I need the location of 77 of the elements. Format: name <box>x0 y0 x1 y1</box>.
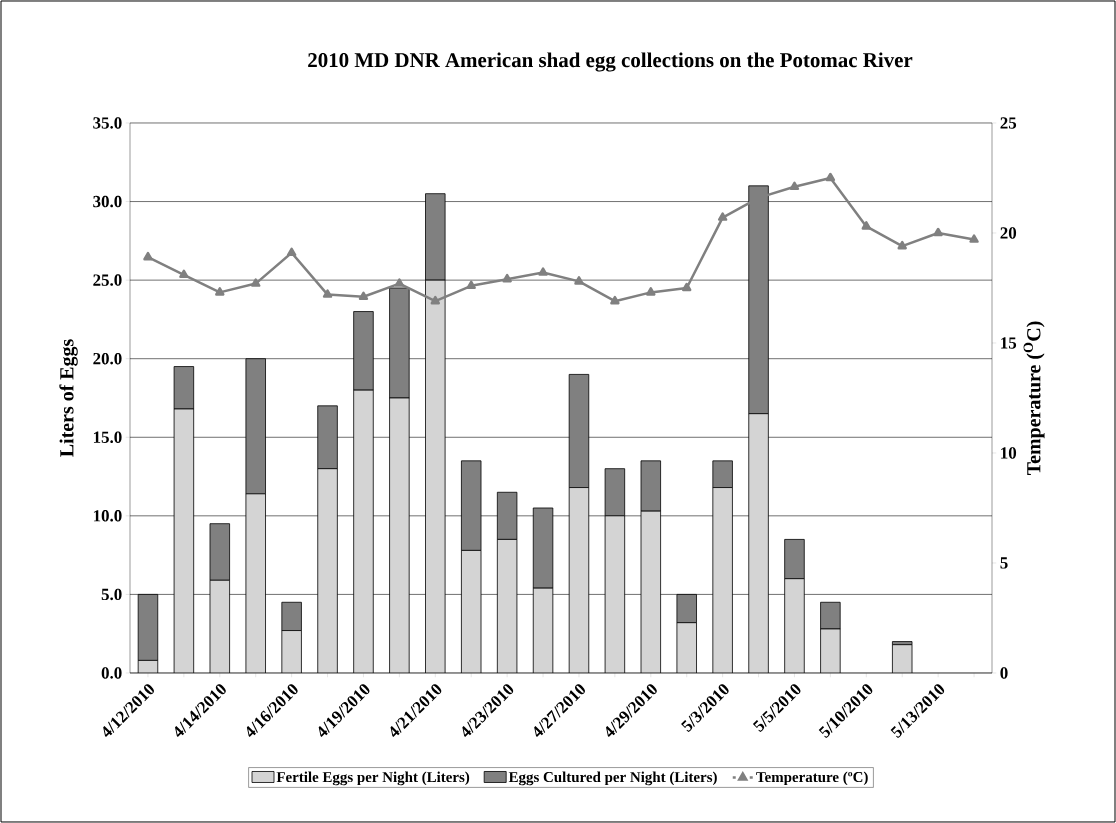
bar <box>712 460 733 488</box>
point <box>682 282 692 292</box>
bar <box>532 507 554 589</box>
legend-label: Eggs Cultured per Night (Liters) <box>508 771 717 786</box>
point <box>430 295 441 305</box>
legend-label: Fertile Eggs per Night (Liters) <box>276 771 470 786</box>
bar <box>640 460 661 512</box>
point <box>394 278 405 287</box>
bar <box>317 405 338 470</box>
y2-tick-label: 5 <box>1000 557 1008 569</box>
bar <box>532 587 554 673</box>
bar <box>209 523 230 581</box>
point <box>179 269 189 279</box>
point <box>861 221 872 230</box>
point <box>646 287 656 296</box>
bar <box>568 374 590 488</box>
bar <box>281 630 302 673</box>
bar <box>389 397 410 673</box>
point <box>286 247 297 257</box>
y-axis-title: Liters of Eggs <box>59 339 78 457</box>
bar <box>461 550 482 673</box>
bar <box>245 358 266 495</box>
bar <box>604 515 626 673</box>
y-tick-label: 5.0 <box>101 588 122 601</box>
y-tick-label: 30.0 <box>93 195 122 208</box>
point <box>502 273 512 283</box>
bar <box>604 468 626 517</box>
bar <box>281 601 302 631</box>
point <box>933 227 943 237</box>
y-tick-label: 15.0 <box>93 431 122 444</box>
bar <box>353 389 374 673</box>
point <box>897 240 907 250</box>
point <box>466 280 476 290</box>
y2-tick-label: 0 <box>1000 667 1008 679</box>
bar <box>748 413 769 673</box>
bar <box>209 579 230 673</box>
bar <box>173 366 195 410</box>
point <box>538 267 548 276</box>
bar <box>317 468 338 673</box>
bar <box>784 539 805 580</box>
y2-tick-label: 10 <box>1001 447 1017 459</box>
y2-tick-label: 20 <box>1000 227 1017 239</box>
bar <box>245 493 266 673</box>
bar <box>425 279 446 673</box>
point <box>969 234 979 243</box>
bar <box>820 601 841 630</box>
point <box>143 251 153 261</box>
y-tick-label: 20.0 <box>93 352 122 365</box>
y-tick-label: 10.0 <box>93 510 122 522</box>
bar <box>173 408 195 673</box>
y-tick-label: 35.0 <box>93 117 122 129</box>
point <box>717 212 728 221</box>
point <box>322 289 333 298</box>
point <box>215 287 225 296</box>
bar <box>640 510 661 673</box>
bar <box>496 491 518 540</box>
y2-tick-label: 25 <box>1000 117 1017 129</box>
bar <box>676 594 697 624</box>
bar <box>712 487 733 673</box>
point <box>825 172 836 182</box>
bar <box>784 578 805 673</box>
legend-label: Temperature (ºC) <box>756 771 868 786</box>
bar <box>496 539 518 673</box>
bar <box>353 311 374 391</box>
chart-title: 2010 MD DNR American shad egg collections on the Potomac River <box>308 52 913 72</box>
y-tick-label: 0.0 <box>101 667 122 679</box>
point <box>358 291 369 301</box>
y-tick-label: 25.0 <box>93 274 122 286</box>
y2-axis-title: Temperature ($^{O}$C) <box>1023 321 1045 476</box>
point <box>610 295 620 305</box>
bar <box>820 628 841 673</box>
bar <box>568 487 590 673</box>
point <box>789 181 800 191</box>
point <box>251 278 261 287</box>
point <box>574 276 584 285</box>
y2-tick-label: 15 <box>1001 337 1017 349</box>
bar <box>461 460 482 551</box>
